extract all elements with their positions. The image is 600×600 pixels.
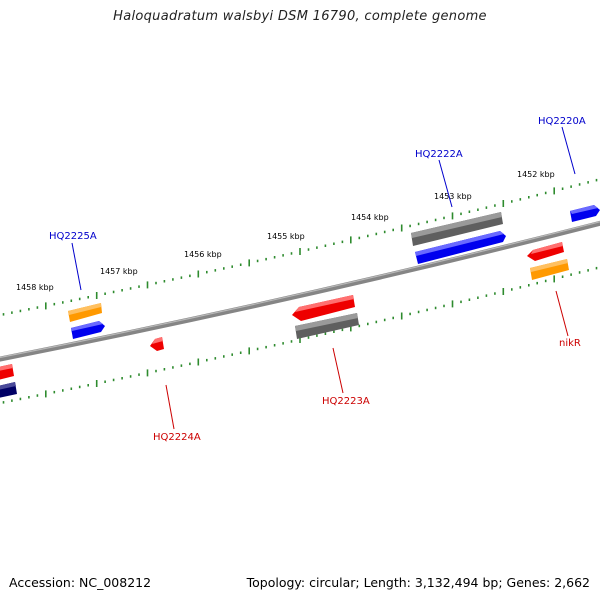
tick-label-1452: 1452 kbp	[517, 170, 555, 179]
tick-label-1456: 1456 kbp	[184, 250, 222, 259]
feature-hq2222a-gray[interactable]	[411, 212, 503, 246]
feature-hq2222a-blue[interactable]	[415, 231, 506, 264]
feature-nikr-orange[interactable]	[530, 259, 569, 280]
feature-hq2223a-gray[interactable]	[295, 313, 359, 339]
genome-summary-text: Topology: circular; Length: 3,132,494 bp…	[246, 575, 590, 590]
tick-label-1453: 1453 kbp	[434, 192, 472, 201]
feature-left-navy[interactable]	[0, 382, 17, 398]
feature-left-red[interactable]	[0, 364, 14, 380]
tick-label-1458: 1458 kbp	[16, 283, 54, 292]
forward-tick-track	[2, 178, 598, 316]
tick-label-1454: 1454 kbp	[351, 213, 389, 222]
leader-hq2220a	[561, 126, 576, 175]
gene-label-hq2222a[interactable]: HQ2222A	[415, 149, 463, 160]
feature-nikr-red[interactable]	[527, 242, 564, 261]
accession-text: Accession: NC_008212	[9, 575, 152, 590]
tick-label-1455: 1455 kbp	[267, 232, 305, 241]
feature-hq2225a-orange[interactable]	[68, 303, 102, 322]
reverse-tick-track	[2, 266, 598, 404]
gene-label-hq2220a[interactable]: HQ2220A	[538, 116, 586, 127]
map-title: Haloquadratum walsbyi DSM 16790, complet…	[113, 9, 487, 24]
leader-nikr	[555, 290, 569, 337]
gene-label-hq2225a[interactable]: HQ2225A	[49, 231, 97, 242]
gene-label-hq2223a[interactable]: HQ2223A	[322, 396, 370, 407]
feature-hq2220a[interactable]	[570, 205, 600, 222]
leader-hq2222a	[438, 159, 453, 208]
leader-hq2225a	[71, 242, 82, 291]
tick-label-1457: 1457 kbp	[100, 267, 138, 276]
gene-label-hq2224a[interactable]: HQ2224A	[153, 432, 201, 443]
feature-hq2223a-red[interactable]	[292, 295, 355, 321]
gene-label-nikr[interactable]: nikR	[559, 338, 581, 349]
genome-backbone	[0, 220, 600, 362]
leader-hq2224a	[165, 384, 175, 430]
feature-hq2225a-blue[interactable]	[71, 321, 105, 339]
leader-hq2223a	[332, 347, 344, 394]
feature-hq2224a-red[interactable]	[150, 337, 164, 351]
